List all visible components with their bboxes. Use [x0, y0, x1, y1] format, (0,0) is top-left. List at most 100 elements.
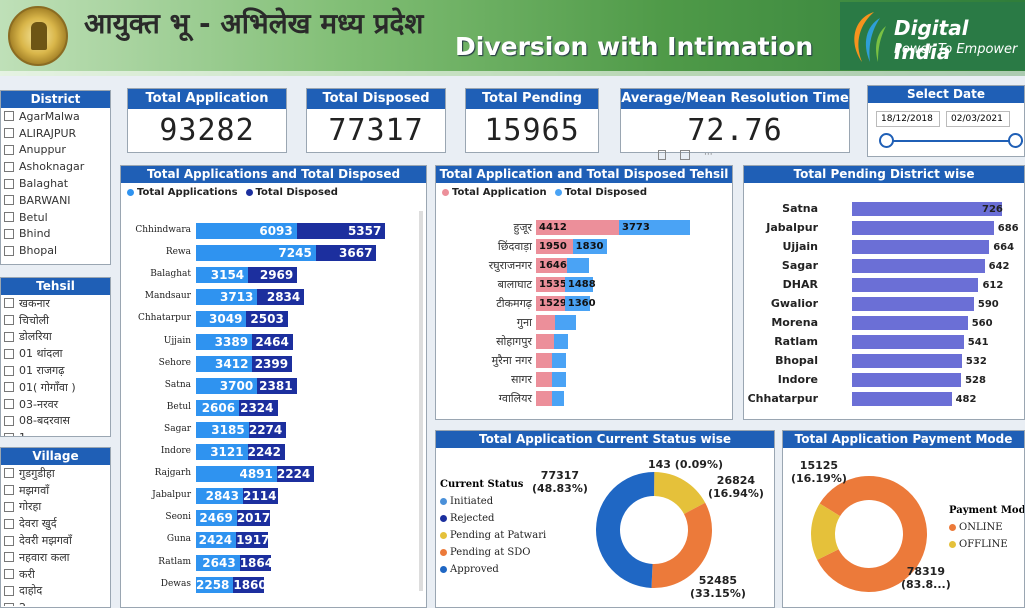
checkbox-icon[interactable]	[4, 535, 14, 546]
slicer-item-village[interactable]: दाहोद	[1, 583, 110, 600]
bar-total-disposed[interactable]: 1360	[564, 296, 596, 311]
status-legend-item[interactable]: Rejected	[440, 510, 560, 527]
slicer-item-village[interactable]: देवरी मझगवाँ	[1, 532, 110, 549]
date-start-handle[interactable]	[879, 133, 894, 148]
bar-total-application[interactable]: 1529	[536, 296, 567, 311]
payment-legend-item[interactable]: OFFLINE	[949, 536, 1024, 553]
bar-total-disposed[interactable]: 3773	[619, 220, 690, 235]
bar-total-disposed[interactable]: 2114	[243, 488, 278, 505]
checkbox-icon[interactable]	[4, 552, 14, 563]
status-legend-item[interactable]: Pending at Patwari	[440, 527, 560, 544]
checkbox-icon[interactable]	[4, 228, 14, 239]
checkbox-icon[interactable]	[4, 178, 14, 189]
slicer-item-tehsil[interactable]: 01 थांदला	[1, 345, 110, 362]
slice-online[interactable]	[817, 476, 927, 592]
bar-total-applications[interactable]: 3185	[196, 421, 249, 438]
bar-total-application[interactable]: 1950	[536, 239, 573, 254]
bar-total-pending[interactable]	[852, 221, 994, 235]
bar-total-applications[interactable]: 3154	[196, 267, 249, 284]
bar-total-application[interactable]	[536, 391, 552, 406]
bar-total-application[interactable]	[536, 353, 553, 368]
bar-total-pending[interactable]	[852, 392, 952, 406]
checkbox-icon[interactable]	[4, 399, 14, 410]
slicer-item-tehsil[interactable]: डोलरिया	[1, 329, 110, 346]
bar-total-disposed[interactable]: 2834	[257, 289, 305, 306]
bar-total-disposed[interactable]: 1860	[233, 576, 267, 593]
bar-total-disposed[interactable]: 2242	[247, 444, 285, 460]
bar-total-disposed[interactable]: 1488	[564, 277, 596, 292]
slicer-item-tehsil[interactable]: 03-नरवर	[1, 396, 110, 413]
checkbox-icon[interactable]	[4, 602, 14, 606]
bar-total-disposed[interactable]: 2224	[276, 466, 314, 483]
bar-total-disposed[interactable]	[552, 353, 566, 368]
checkbox-icon[interactable]	[4, 501, 14, 512]
bar-total-disposed[interactable]	[553, 334, 568, 349]
checkbox-icon[interactable]	[4, 518, 14, 529]
bar-total-applications[interactable]: 6093	[196, 223, 297, 239]
bar-total-applications[interactable]: 3121	[196, 444, 248, 460]
slicer-item-tehsil[interactable]: चिचोली	[1, 312, 110, 329]
slicer-item-tehsil[interactable]: 1....	[1, 429, 110, 436]
bar-total-disposed[interactable]: 2017	[236, 510, 271, 527]
payment-legend-item[interactable]: ONLINE	[949, 519, 1024, 536]
bar-total-application[interactable]	[536, 315, 555, 330]
checkbox-icon[interactable]	[4, 298, 14, 309]
bar-total-applications[interactable]: 2606	[196, 399, 240, 416]
start-date-input[interactable]: 18/12/2018	[876, 111, 940, 127]
bar-total-disposed[interactable]: 5357	[296, 223, 386, 239]
slicer-item-tehsil[interactable]: खकनार	[1, 295, 110, 312]
slicer-item-district[interactable]: Ashoknagar	[1, 158, 110, 175]
slicer-item-village[interactable]: देवरा खुर्द	[1, 515, 110, 532]
slicer-item-village[interactable]: मझगवाँ	[1, 482, 110, 499]
checkbox-icon[interactable]	[4, 485, 14, 496]
bar-total-pending[interactable]	[852, 335, 964, 349]
bar-total-disposed[interactable]: 2399	[252, 355, 293, 372]
bar-total-disposed[interactable]: 1830	[572, 239, 608, 254]
checkbox-icon[interactable]	[4, 432, 14, 436]
bar-total-disposed[interactable]	[552, 372, 566, 387]
checkbox-icon[interactable]	[4, 382, 14, 393]
slicer-item-district[interactable]: Anuppur	[1, 142, 110, 159]
checkbox-icon[interactable]	[4, 128, 14, 139]
slicer-item-tehsil[interactable]: 01 राजगढ़	[1, 362, 110, 379]
slicer-item-district[interactable]: AgarMalwa	[1, 108, 110, 125]
bar-total-applications[interactable]: 2843	[196, 488, 244, 505]
slice-offline[interactable]	[811, 503, 841, 560]
checkbox-icon[interactable]	[4, 212, 14, 223]
end-date-input[interactable]: 02/03/2021	[946, 111, 1010, 127]
bar-total-pending[interactable]	[852, 297, 974, 311]
bar-total-disposed[interactable]: 1917	[236, 532, 270, 549]
bar-total-pending[interactable]	[852, 202, 1002, 216]
checkbox-icon[interactable]	[4, 315, 14, 326]
slicer-item-district[interactable]: ALIRAJPUR	[1, 125, 110, 142]
checkbox-icon[interactable]	[4, 348, 14, 359]
slicer-item-district[interactable]: Bhind	[1, 226, 110, 243]
status-legend-item[interactable]: Approved	[440, 561, 560, 578]
bar-total-disposed[interactable]: 2464	[252, 333, 293, 350]
slicer-item-district[interactable]: Balaghat	[1, 175, 110, 192]
bar-total-disposed[interactable]: 2381	[257, 377, 297, 394]
bar-total-applications[interactable]: 3389	[196, 333, 253, 350]
checkbox-icon[interactable]	[4, 585, 14, 596]
bar-total-applications[interactable]: 7245	[196, 245, 316, 262]
checkbox-icon[interactable]	[4, 365, 14, 376]
bar-total-application[interactable]: 4412	[536, 220, 619, 235]
bar-total-applications[interactable]: 2643	[196, 554, 240, 571]
date-end-handle[interactable]	[1008, 133, 1023, 148]
slicer-item-village[interactable]: नहवारा कला	[1, 549, 110, 566]
slice-pending-patwari[interactable]	[654, 472, 706, 514]
bar-total-disposed[interactable]: 2503	[246, 311, 288, 328]
bar-total-disposed[interactable]	[566, 258, 589, 273]
bar-total-application[interactable]: 1646	[536, 258, 567, 273]
status-legend-item[interactable]: Initiated	[440, 493, 560, 510]
bar-total-disposed[interactable]: 2274	[248, 421, 287, 438]
slice-approved[interactable]	[595, 472, 654, 588]
slicer-item-tehsil[interactable]: 01( गोगाँवा )	[1, 379, 110, 396]
slicer-item-district[interactable]: Bhopal	[1, 242, 110, 259]
bar-total-disposed[interactable]	[554, 315, 577, 330]
slicer-item-district[interactable]: Betul	[1, 209, 110, 226]
slice-pending-sdo[interactable]	[651, 502, 712, 588]
bar-total-pending[interactable]	[852, 316, 968, 330]
bar-total-applications[interactable]: 3700	[196, 377, 258, 394]
bar-total-applications[interactable]: 2424	[196, 532, 237, 549]
